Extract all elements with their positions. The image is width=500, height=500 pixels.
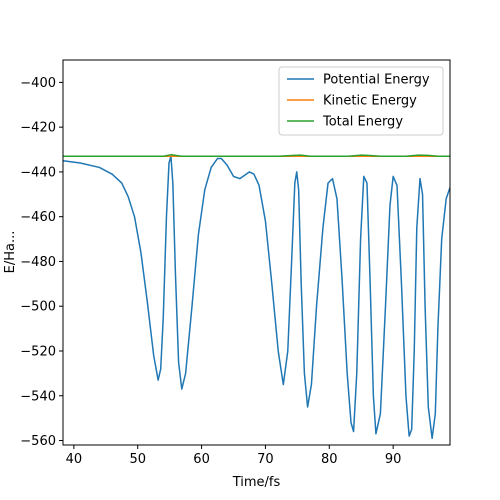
y-axis: −400 −420 −440 −460 −480 −500 −520 −540 −560 xyxy=(20,76,63,449)
legend-label-potential-energy: Potential Energy xyxy=(323,73,430,88)
legend-label-kinetic-energy: Kinetic Energy xyxy=(323,94,417,109)
x-tick-label: 60 xyxy=(193,452,210,467)
x-axis: 40 50 60 70 80 90 xyxy=(66,445,402,467)
series-potential-energy-line xyxy=(63,155,450,440)
y-tick-label: −420 xyxy=(20,121,56,136)
x-tick-label: 90 xyxy=(385,452,402,467)
series-total-energy-line xyxy=(63,153,450,157)
x-tick-label: 40 xyxy=(66,452,83,467)
y-tick-label: −400 xyxy=(20,76,56,91)
y-tick-label: −500 xyxy=(20,300,56,315)
legend-box xyxy=(278,66,444,136)
x-axis-label: Time/fs xyxy=(232,475,281,490)
y-tick-label: −440 xyxy=(20,165,56,180)
legend-label-total-energy: Total Energy xyxy=(322,115,403,130)
y-tick-label: −540 xyxy=(20,389,56,404)
y-tick-label: −480 xyxy=(20,255,56,270)
x-tick-label: 50 xyxy=(129,452,146,467)
y-axis-label: E/Ha... xyxy=(3,231,18,274)
plot-frame xyxy=(62,59,451,446)
x-tick-label: 70 xyxy=(257,452,274,467)
y-tick-label: −460 xyxy=(20,210,56,225)
x-tick-label: 80 xyxy=(321,452,338,467)
y-tick-label: −520 xyxy=(20,344,56,359)
legend: Potential Energy Kinetic Energy Total Ener… xyxy=(278,66,444,136)
series-layer xyxy=(63,153,450,440)
y-tick-label: −560 xyxy=(20,434,56,449)
